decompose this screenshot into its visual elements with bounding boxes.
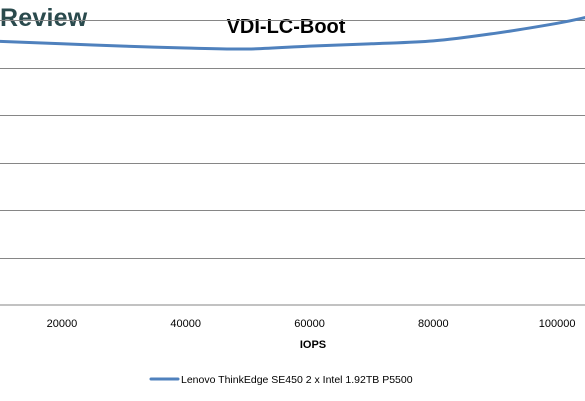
series-lines	[0, 16, 585, 51]
legend-label: Lenovo ThinkEdge SE450 2 x Intel 1.92TB …	[181, 374, 413, 386]
x-axis-tick-labels: 20000 40000 60000 80000 100000	[47, 318, 576, 330]
x-axis-title: IOPS	[300, 339, 326, 351]
x-tick-label: 100000	[539, 318, 576, 330]
chart-title: VDI-LC-Boot	[227, 16, 346, 38]
gridlines	[0, 20, 585, 259]
brand-logo: Review	[0, 4, 88, 32]
x-tick-label: 20000	[47, 318, 78, 330]
x-tick-label: 80000	[418, 318, 449, 330]
series-line	[0, 16, 585, 51]
legend: Lenovo ThinkEdge SE450 2 x Intel 1.92TB …	[149, 374, 413, 386]
x-tick-label: 60000	[294, 318, 325, 330]
x-tick-label: 40000	[170, 318, 201, 330]
